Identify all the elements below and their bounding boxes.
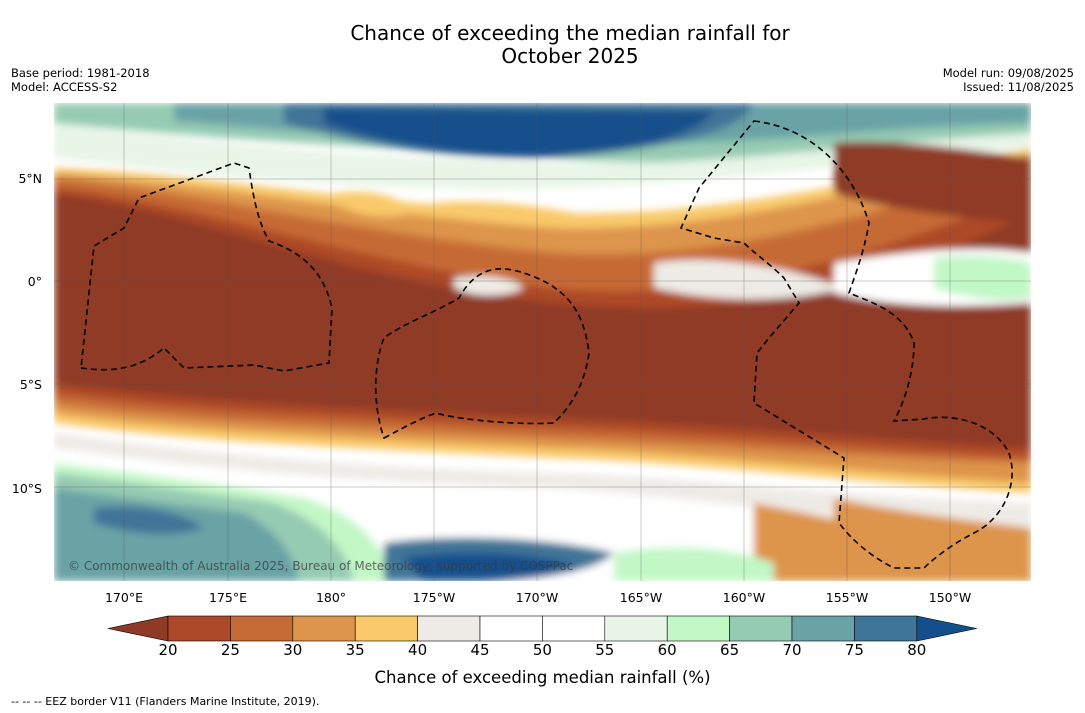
colorbar [107, 615, 977, 642]
colorbar-tick-65: 65 [720, 641, 740, 659]
colorbar-cell-75 [854, 615, 918, 642]
lon-label-170e: 170°E [104, 590, 143, 605]
eez-borders [80, 120, 1013, 569]
colorbar-cell-45 [479, 615, 543, 642]
colorbar-tick-70: 70 [782, 641, 802, 659]
colorbar-cell-40 [417, 615, 481, 642]
colorbar-tick-75: 75 [844, 641, 864, 659]
colorbar-tick-35: 35 [345, 641, 365, 659]
probability-field [54, 103, 1031, 581]
lon-label-150w: 150°W [928, 590, 972, 605]
map-title: Chance of exceeding the median rainfall … [270, 22, 870, 68]
colorbar-cell-20 [167, 615, 231, 642]
lat-label-0: 0° [27, 274, 42, 289]
model-text: Model: ACCESS-S2 [11, 80, 118, 94]
colorbar-tick-60: 60 [657, 641, 677, 659]
lon-label-160w: 160°W [722, 590, 766, 605]
colorbar-tick-25: 25 [220, 641, 240, 659]
colorbar-tick-30: 30 [283, 641, 303, 659]
rainfall-map [54, 103, 1031, 581]
lat-label-10s: 10°S [11, 481, 42, 496]
issued-text: Issued: 11/08/2025 [963, 80, 1074, 94]
colorbar-cell-30 [292, 615, 356, 642]
colorbar-extend-low [107, 615, 169, 642]
colorbar-cell-60 [666, 615, 730, 642]
colorbar-tick-20: 20 [158, 641, 178, 659]
lon-label-175w: 175°W [412, 590, 456, 605]
title-line-1: Chance of exceeding the median rainfall … [350, 21, 790, 45]
lon-label-170w: 170°W [515, 590, 559, 605]
lon-label-165w: 165°W [619, 590, 663, 605]
model-info: Base period: 1981-2018 Model: ACCESS-S2 [11, 66, 150, 94]
title-line-2: October 2025 [501, 44, 639, 68]
eez-footnote: -- -- -- EEZ border V11 (Flanders Marine… [11, 695, 320, 708]
model-run-text: Model run: 09/08/2025 [942, 66, 1074, 80]
colorbar-tick-50: 50 [532, 641, 552, 659]
colorbar-tick-40: 40 [408, 641, 428, 659]
colorbar-cell-70 [791, 615, 855, 642]
colorbar-cell-35 [354, 615, 418, 642]
colorbar-tick-55: 55 [595, 641, 615, 659]
lat-label-5n: 5°N [18, 171, 42, 186]
copyright-text: © Commonwealth of Australia 2025, Bureau… [68, 559, 574, 573]
lat-label-5s: 5°S [19, 377, 42, 392]
colorbar-cell-25 [230, 615, 294, 642]
graticule [54, 103, 1031, 581]
lon-label-180: 180° [315, 590, 347, 605]
colorbar-cell-55 [604, 615, 668, 642]
lon-label-155w: 155°W [825, 590, 869, 605]
colorbar-cell-50 [542, 615, 606, 642]
run-info: Model run: 09/08/2025 Issued: 11/08/2025 [943, 66, 1074, 94]
colorbar-tick-80: 80 [907, 641, 927, 659]
lon-label-175e: 175°E [208, 590, 247, 605]
colorbar-title: Chance of exceeding median rainfall (%) [374, 668, 711, 687]
colorbar-tick-45: 45 [470, 641, 490, 659]
colorbar-extend-high [916, 615, 977, 642]
colorbar-cell-65 [729, 615, 793, 642]
base-period-text: Base period: 1981-2018 [11, 66, 150, 80]
